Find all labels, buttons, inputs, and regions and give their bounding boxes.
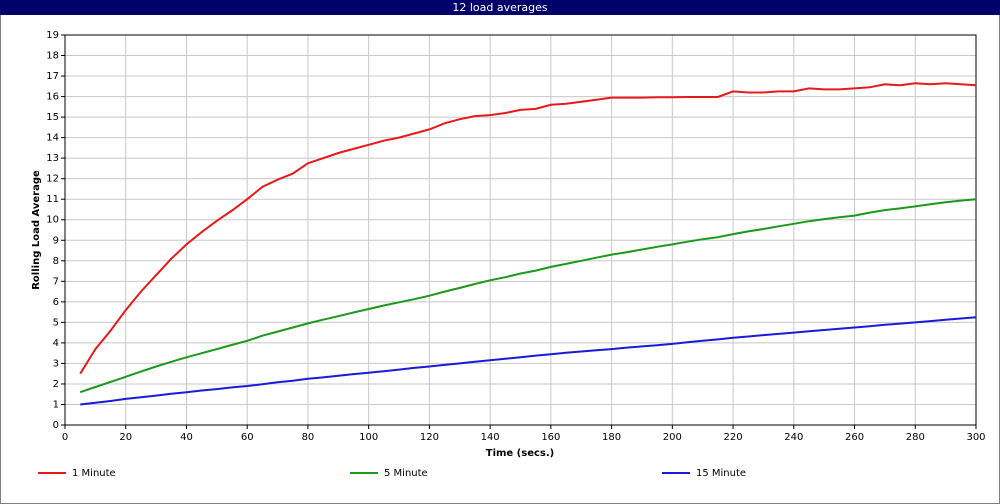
y-tick-label: 11 — [46, 194, 59, 205]
legend-label: 15 Minute — [696, 468, 746, 479]
y-tick-label: 2 — [53, 379, 59, 390]
title-bar — [0, 0, 1000, 15]
chart-title: 12 load averages — [452, 1, 548, 14]
y-tick-label: 5 — [53, 317, 59, 328]
y-axis-title: Rolling Load Average — [31, 170, 42, 290]
x-tick-label: 220 — [724, 432, 743, 443]
y-tick-label: 16 — [46, 92, 59, 103]
legend-label: 1 Minute — [72, 468, 116, 479]
x-tick-label: 100 — [359, 432, 378, 443]
x-tick-label: 0 — [62, 432, 68, 443]
y-tick-label: 10 — [46, 215, 59, 226]
x-tick-label: 120 — [420, 432, 439, 443]
y-tick-label: 17 — [46, 71, 59, 82]
x-tick-label: 80 — [302, 432, 315, 443]
y-tick-label: 18 — [46, 51, 59, 62]
x-tick-label: 40 — [180, 432, 193, 443]
y-tick-label: 14 — [46, 133, 59, 144]
x-tick-label: 260 — [845, 432, 864, 443]
plot-border — [64, 34, 977, 426]
y-tick-label: 19 — [46, 30, 59, 41]
x-axis-title: Time (secs.) — [486, 448, 555, 459]
x-tick-label: 280 — [906, 432, 925, 443]
y-tick-label: 0 — [53, 420, 59, 431]
x-tick-label: 300 — [966, 432, 985, 443]
y-tick-label: 7 — [53, 276, 59, 287]
x-tick-label: 240 — [784, 432, 803, 443]
x-tick-label: 180 — [602, 432, 621, 443]
y-tick-label: 6 — [53, 297, 59, 308]
y-tick-label: 12 — [46, 174, 59, 185]
x-tick-label: 160 — [541, 432, 560, 443]
y-tick-label: 9 — [53, 235, 59, 246]
x-tick-label: 140 — [481, 432, 500, 443]
y-tick-label: 3 — [53, 358, 59, 369]
x-tick-label: 60 — [241, 432, 254, 443]
legend-label: 5 Minute — [384, 468, 428, 479]
series-line — [80, 316, 977, 406]
y-tick-label: 15 — [46, 112, 59, 123]
y-tick-label: 8 — [53, 256, 59, 267]
series-line — [79, 198, 977, 394]
y-tick-label: 1 — [53, 399, 59, 410]
x-tick-label: 20 — [119, 432, 132, 443]
y-tick-label: 13 — [46, 153, 59, 164]
y-tick-label: 4 — [53, 338, 59, 349]
x-tick-label: 200 — [663, 432, 682, 443]
series-line — [79, 82, 977, 375]
